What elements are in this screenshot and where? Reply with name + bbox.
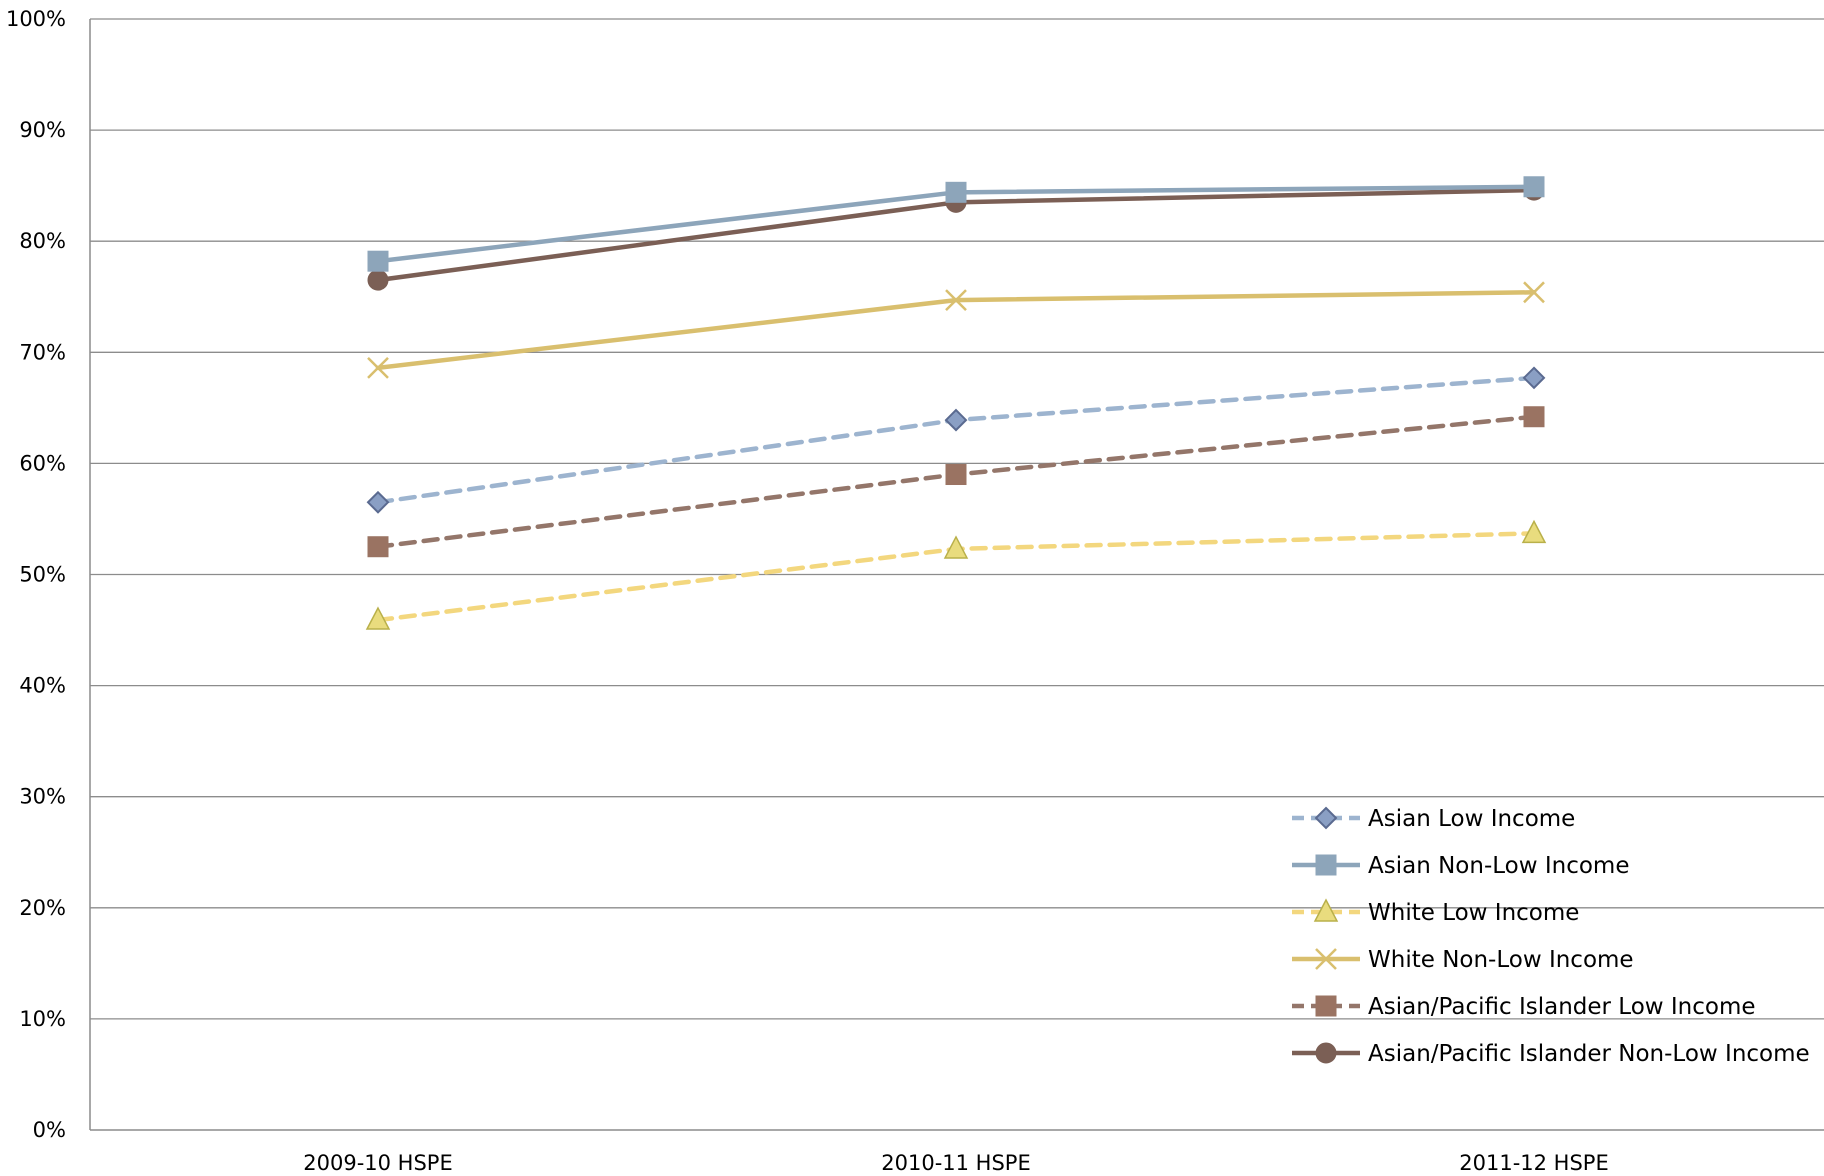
legend-swatch-marker <box>1315 995 1337 1017</box>
data-point <box>367 250 389 272</box>
data-point <box>1521 519 1547 544</box>
series-1 <box>367 176 1545 272</box>
data-point <box>945 289 967 311</box>
legend-swatch-marker <box>1314 806 1338 830</box>
series-line <box>375 290 1537 371</box>
data-point <box>1523 176 1545 198</box>
legend-swatch-marker <box>1315 854 1337 876</box>
series-2 <box>365 519 1547 630</box>
data-point <box>945 181 967 203</box>
series-3 <box>367 281 1545 379</box>
data-point <box>943 535 969 559</box>
axes <box>89 19 1824 1131</box>
y-tick-label: 80% <box>19 229 66 253</box>
legend-item: White Non-Low Income <box>1292 947 1634 973</box>
x-tick-label: 2010-11 HSPE <box>881 1151 1030 1175</box>
y-tick-label: 20% <box>19 896 66 920</box>
legend-swatch-marker <box>1313 898 1339 922</box>
legend-item: Asian Non-Low Income <box>1292 853 1629 879</box>
legend-item: Asian/Pacific Islander Non-Low Income <box>1292 1041 1810 1067</box>
series-0 <box>366 366 1546 514</box>
y-tick-label: 40% <box>19 674 66 698</box>
y-tick-label: 50% <box>19 563 66 587</box>
legend-item: White Low Income <box>1292 898 1579 926</box>
series-lines <box>365 176 1547 630</box>
x-tick-label: 2011-12 HSPE <box>1459 1151 1608 1175</box>
y-tick-label: 0% <box>33 1118 66 1142</box>
y-tick-label: 70% <box>19 340 66 364</box>
y-tick-label: 100% <box>6 7 66 31</box>
data-point <box>1523 281 1545 304</box>
x-tick-label: 2009-10 HSPE <box>303 1151 452 1175</box>
x-tick-labels: 2009-10 HSPE 2010-11 HSPE 2011-12 HSPE <box>303 1151 1608 1175</box>
legend-item: Asian/Pacific Islander Low Income <box>1292 994 1756 1020</box>
legend-swatch-marker <box>1315 1042 1337 1064</box>
y-tick-label: 30% <box>19 785 66 809</box>
legend-label: Asian/Pacific Islander Low Income <box>1368 994 1756 1020</box>
legend-label: Asian/Pacific Islander Non-Low Income <box>1368 1041 1810 1067</box>
y-tick-label: 60% <box>19 451 66 475</box>
series-4 <box>367 406 1545 558</box>
y-tick-label: 10% <box>19 1007 66 1031</box>
data-point <box>367 356 389 379</box>
legend-swatch-marker <box>1315 948 1337 970</box>
data-point <box>945 464 967 486</box>
gridlines <box>90 18 1824 1020</box>
legend-label: White Non-Low Income <box>1368 947 1634 973</box>
data-point <box>367 536 389 558</box>
legend: Asian Low Income Asian Non-Low Income Whit… <box>1292 806 1810 1067</box>
legend-label: Asian Low Income <box>1368 806 1575 832</box>
data-point <box>365 606 391 630</box>
data-point <box>367 269 389 291</box>
legend-label: White Low Income <box>1368 900 1579 926</box>
data-point <box>1522 366 1546 390</box>
legend-item: Asian Low Income <box>1292 806 1575 832</box>
data-point <box>366 490 390 514</box>
data-point <box>944 408 968 432</box>
data-point <box>1523 406 1545 428</box>
y-tick-labels: 0% 10% 20% 30% 40% 50% 60% 70% 80% 90% 100% <box>6 7 66 1142</box>
y-tick-label: 90% <box>19 118 66 142</box>
legend-label: Asian Non-Low Income <box>1368 853 1629 879</box>
